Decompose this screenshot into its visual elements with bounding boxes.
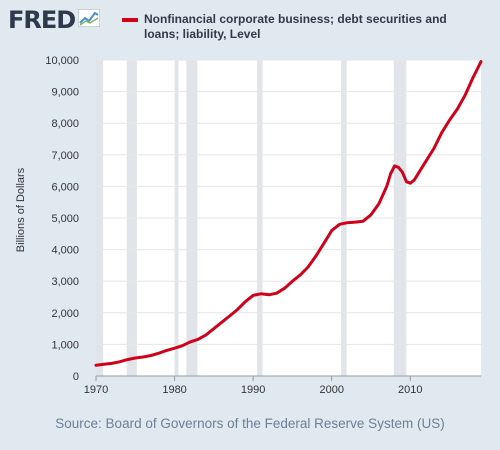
data-point [189,341,192,343]
data-point [275,292,278,295]
data-point [385,185,388,188]
data-point [236,308,239,311]
fred-logo-text: FRED [8,6,76,34]
data-point [307,266,309,268]
data-point [480,60,482,63]
data-point [315,255,317,257]
data-point [405,180,408,183]
data-point [291,280,294,283]
grid-layer [96,59,481,345]
x-tick-label: 1970 [84,384,108,396]
data-point [150,354,152,357]
y-tick-label: 0 [73,371,79,383]
data-point [299,274,302,276]
data-point [158,352,160,355]
data-point [338,223,341,226]
y-tick-label: 4,000 [51,245,79,257]
data-points [95,60,482,367]
data-point [268,293,270,296]
y-tick-label: 9,000 [51,87,79,99]
y-tick-label: 1,000 [51,339,79,351]
y-tick-label: 5,000 [51,213,79,225]
legend-swatch [122,18,138,22]
data-point [433,147,435,150]
data-point [213,327,215,330]
data-point [118,360,121,363]
data-point [228,315,231,317]
y-tick-labels: 0 1,000 2,000 3,000 4,000 5,000 6,000 7,000 8,00… [45,55,79,383]
data-point [260,293,262,295]
x-tick-labels: 1970 1980 1990 2000 2010 [84,376,423,396]
data-point [397,166,400,169]
y-tick-label: 7,000 [51,150,79,162]
data-point [440,131,443,134]
data-point [110,362,113,365]
data-point [103,363,105,366]
x-tick-label: 1980 [162,384,186,396]
data-point [181,344,184,347]
y-tick-label: 8,000 [51,118,79,130]
data-point [330,229,333,232]
data-point [126,358,129,361]
data-point [476,68,478,71]
data-point [142,356,144,358]
data-point [95,364,97,367]
data-point [393,165,396,167]
x-tick-label: 2010 [398,384,422,396]
x-tick-label: 2000 [319,384,343,396]
data-point [389,172,392,175]
data-point [409,182,412,185]
data-point [370,214,372,216]
data-point [134,357,137,359]
y-tick-label: 3,000 [51,276,79,288]
data-point [401,171,404,173]
data-point [354,221,357,223]
data-point [205,334,207,336]
data-point [425,160,427,162]
data-point [472,76,474,79]
data-point [456,108,459,110]
y-tick-label: 2,000 [51,308,79,320]
data-point [464,93,467,96]
data-point [323,242,325,245]
source-note: Source: Board of Governors of the Federa… [55,416,445,431]
data-point [346,221,349,224]
chart-legend: Nonfinancial corporate business; debt se… [122,12,452,42]
data-point [165,349,168,352]
y-tick-label: 10,000 [45,55,79,67]
data-point [197,338,199,341]
data-point [378,202,380,205]
data-point [244,300,247,303]
data-point [448,119,451,121]
data-point [173,347,176,349]
y-tick-label: 6,000 [51,181,79,193]
data-point [252,294,254,297]
data-point [417,172,419,175]
data-point [220,321,223,324]
x-tick-label: 1990 [241,384,265,396]
legend-label: Nonfinancial corporate business; debt se… [144,12,447,41]
data-point [413,179,416,181]
chart-plot: 0 1,000 2,000 3,000 4,000 5,000 6,000 7,000 8,00… [45,55,483,396]
data-point [283,287,286,289]
data-point [362,220,364,222]
